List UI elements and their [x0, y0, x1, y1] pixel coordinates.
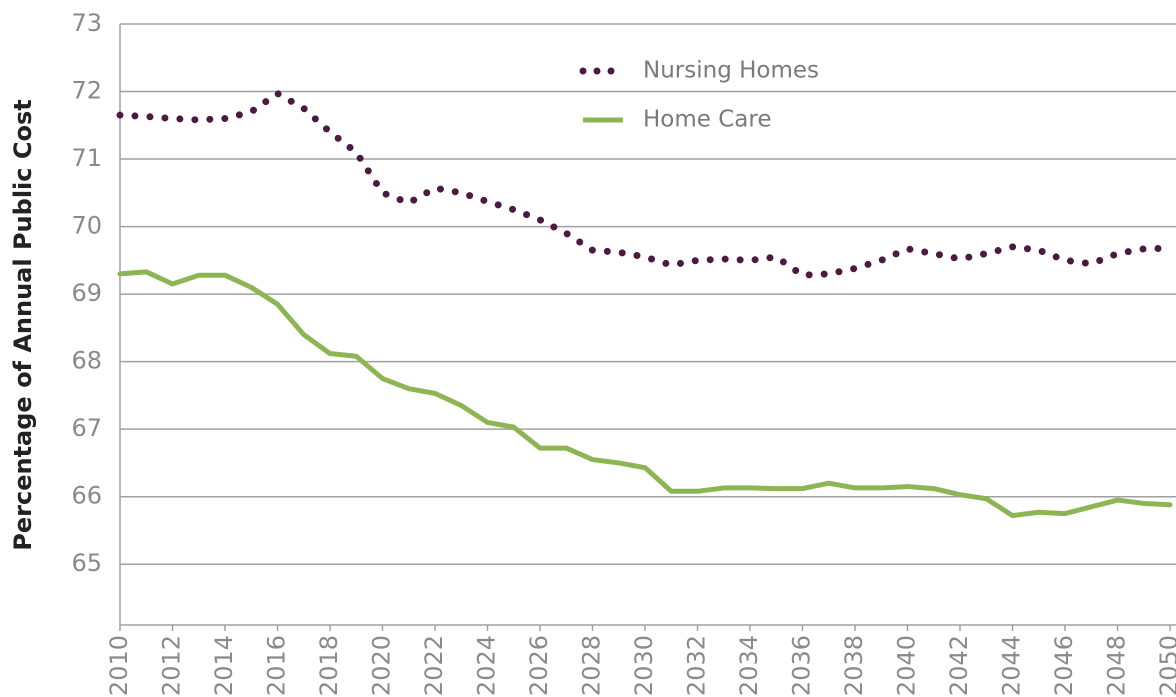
y-tick-label: 68 [71, 347, 102, 375]
x-tick-label: 2028 [578, 635, 606, 696]
x-tick-label: 2050 [1155, 635, 1176, 696]
y-tick-label: 70 [71, 212, 102, 240]
x-tick-label: 2014 [210, 635, 238, 696]
x-tick-label: 2020 [368, 635, 396, 696]
x-tick-label: 2042 [945, 635, 973, 696]
x-tick-label: 2038 [840, 635, 868, 696]
legend-label: Home Care [643, 107, 772, 133]
y-tick-label: 65 [71, 549, 102, 577]
x-tick-label: 2012 [158, 635, 186, 696]
y-tick-label: 69 [71, 279, 102, 307]
y-tick-label: 66 [71, 482, 102, 510]
x-tick-label: 2024 [473, 635, 501, 696]
y-tick-label: 73 [71, 9, 102, 37]
x-tick-label: 2048 [1103, 635, 1131, 696]
x-tick-label: 2026 [525, 635, 553, 696]
x-tick-label: 2032 [683, 635, 711, 696]
x-tick-label: 2010 [105, 635, 133, 696]
x-tick-label: 2018 [315, 635, 343, 696]
x-tick-label: 2036 [788, 635, 816, 696]
x-tick-label: 2022 [420, 635, 448, 696]
y-tick-label: 67 [71, 414, 102, 442]
x-tick-label: 2034 [735, 635, 763, 696]
y-axis-label: Percentage of Annual Public Cost [9, 99, 37, 550]
y-tick-label: 72 [71, 77, 102, 105]
x-tick-label: 2040 [893, 635, 921, 696]
series-line [117, 269, 1173, 519]
legend-label: Nursing Homes [643, 58, 819, 84]
y-tick-label: 71 [71, 144, 102, 172]
x-tick-label: 2044 [998, 635, 1026, 696]
x-tick-label: 2030 [630, 635, 658, 696]
x-tick-label: 2046 [1050, 635, 1078, 696]
x-tick-label: 2016 [263, 635, 291, 696]
series-line [116, 90, 1174, 279]
